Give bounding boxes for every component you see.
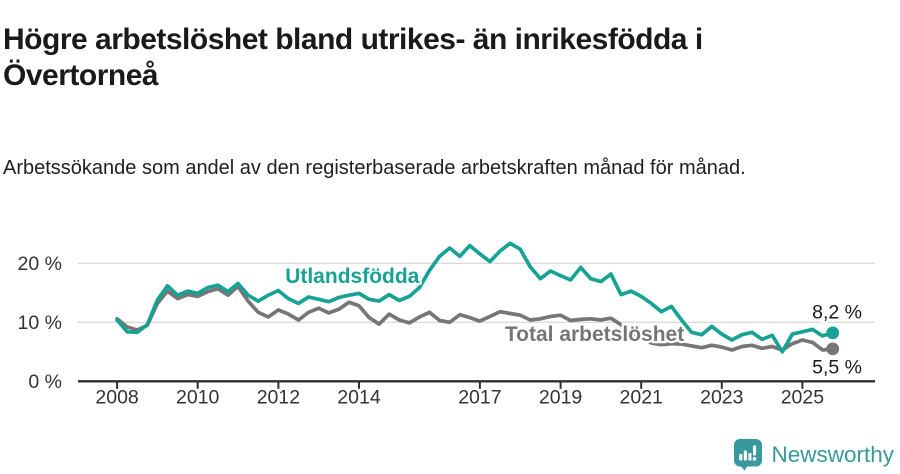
- x-axis-tick-label: 2021: [620, 387, 663, 409]
- brand-name: Newsworthy: [771, 441, 894, 467]
- series-end-value-label: 5,5 %: [812, 356, 862, 378]
- x-axis-tick-label: 2014: [337, 387, 381, 409]
- newsworthy-brand: Newsworthy: [733, 438, 894, 471]
- series-name-label: Total arbetslöshet: [505, 323, 684, 346]
- y-axis-tick-label: 20 %: [18, 253, 62, 275]
- series-line: [115, 241, 835, 354]
- series-end-dot: [826, 326, 840, 340]
- unemployment-line-chart: 0 % 10 % 20 % 2008 2010 2012 2014 2017 2019 2021 2…: [18, 241, 875, 409]
- series-line: [115, 284, 835, 352]
- x-axis-tick-label: 2025: [781, 387, 825, 409]
- y-axis-tick-label: 10 %: [18, 312, 62, 334]
- series-end-dot: [826, 342, 840, 356]
- y-axis-tick-label: 0 %: [28, 371, 62, 393]
- x-axis-tick-label: 2023: [700, 387, 743, 409]
- chart-title: Högre arbetslöshet bland utrikes- än inr…: [3, 23, 703, 93]
- x-axis-tick-label: 2012: [257, 387, 300, 409]
- newsworthy-logo-icon: [734, 439, 763, 471]
- series-end-value-label: 8,2 %: [812, 301, 862, 323]
- x-axis-tick-label: 2010: [176, 387, 220, 409]
- chart-subtitle: Arbetssökande som andel av den registerb…: [3, 157, 746, 179]
- x-axis-tick-label: 2008: [95, 387, 138, 409]
- x-axis-tick-label: 2019: [539, 387, 582, 409]
- series-name-label: Utlandsfödda: [285, 265, 419, 288]
- x-axis-tick-label: 2017: [458, 387, 501, 409]
